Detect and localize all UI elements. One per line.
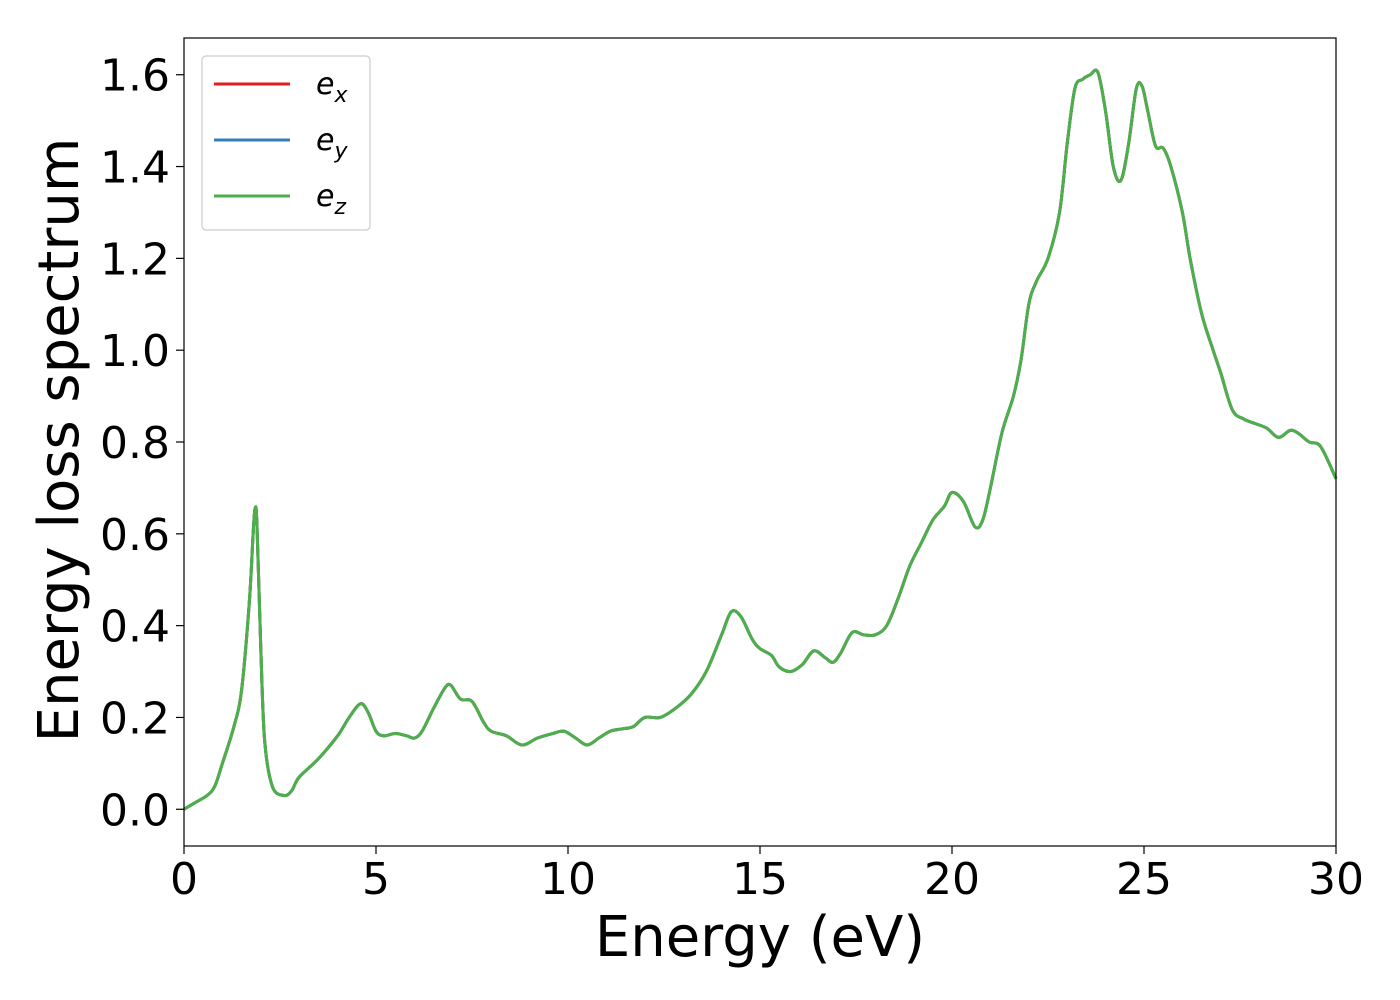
y-tick-label: 1.0 (100, 326, 170, 377)
y-tick-label: 1.6 (100, 51, 170, 102)
series-lines (183, 68, 1338, 811)
legend-box (201, 55, 371, 231)
y-tick-label: 1.2 (100, 234, 170, 285)
x-tick-label: 20 (924, 854, 980, 905)
y-tick-label: 0.6 (100, 510, 170, 561)
y-tick-label: 1.4 (100, 143, 170, 194)
x-tick-label: 25 (1116, 854, 1172, 905)
x-axis-label: Energy (eV) (595, 905, 925, 970)
x-tick-label: 10 (540, 854, 596, 905)
x-tick-label: 0 (170, 854, 198, 905)
y-tick-label: 0.8 (100, 418, 170, 469)
x-axis-ticks: 0 5 10 15 20 25 30 (170, 846, 1364, 905)
x-tick-label: 15 (732, 854, 788, 905)
x-tick-label: 5 (362, 854, 390, 905)
y-tick-label: 0.4 (100, 602, 170, 653)
series-line-e-z (183, 68, 1338, 811)
y-axis-label: Energy loss spectrum (27, 138, 92, 743)
y-tick-label: 0.0 (100, 785, 170, 836)
y-axis-ticks: 0.0 0.2 0.4 0.6 0.8 1.0 1.2 1.4 1.6 (100, 51, 184, 836)
y-tick-label: 0.2 (100, 693, 170, 744)
x-tick-label: 30 (1308, 854, 1364, 905)
